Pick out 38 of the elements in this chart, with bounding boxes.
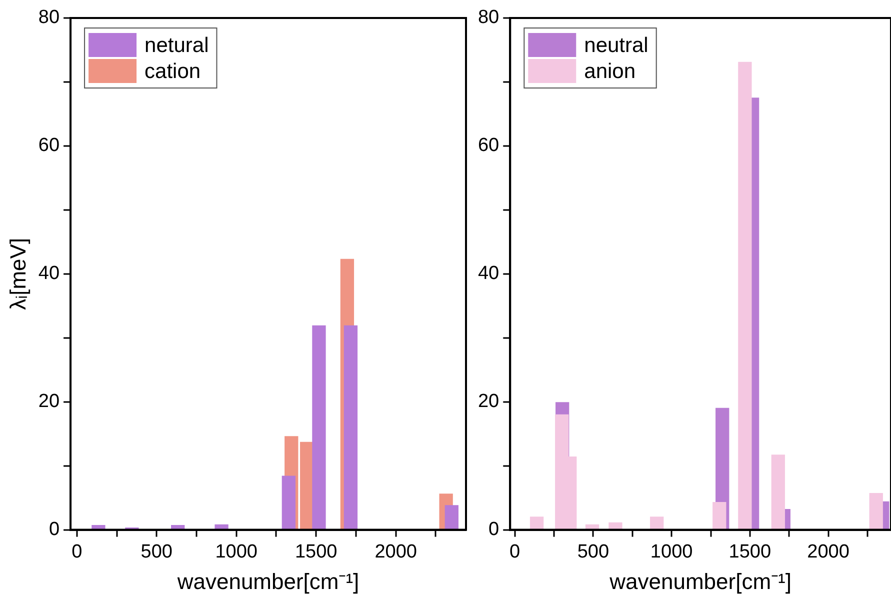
y-tick-label: 20 bbox=[478, 391, 500, 412]
x-tick-label: 1000 bbox=[215, 541, 258, 562]
y-tick-label: 40 bbox=[38, 263, 60, 284]
y-tick-label: 60 bbox=[478, 135, 500, 156]
y-axis-title: λᵢ[meV] bbox=[5, 238, 30, 310]
legend-label: anion bbox=[584, 60, 636, 83]
y-tick-label: 20 bbox=[38, 391, 60, 412]
x-tick-label: 1000 bbox=[650, 541, 693, 562]
x-tick-label: 500 bbox=[577, 541, 610, 562]
x-tick-label: 0 bbox=[510, 541, 520, 562]
bar bbox=[344, 325, 358, 530]
bar bbox=[312, 325, 326, 530]
legend-label: netural bbox=[144, 34, 209, 57]
x-tick-label: 0 bbox=[72, 541, 82, 562]
legend-label: cation bbox=[144, 60, 201, 83]
bar bbox=[771, 454, 785, 530]
y-tick-label: 80 bbox=[478, 7, 500, 28]
bar bbox=[530, 516, 544, 530]
legend-label: neutral bbox=[584, 34, 648, 57]
y-tick-label: 40 bbox=[478, 263, 500, 284]
x-axis-title: wavenumber[cm⁻¹] bbox=[608, 568, 792, 594]
x-tick-label: 2000 bbox=[374, 541, 417, 562]
y-tick-label: 80 bbox=[38, 7, 60, 28]
bar bbox=[608, 522, 622, 530]
bar bbox=[869, 493, 883, 530]
y-tick-label: 0 bbox=[488, 519, 500, 540]
bar bbox=[650, 516, 664, 530]
x-tick-label: 500 bbox=[140, 541, 172, 562]
x-tick-label: 1500 bbox=[294, 541, 338, 562]
x-tick-label: 1500 bbox=[728, 541, 772, 562]
bar bbox=[444, 505, 458, 530]
x-axis-title: wavenumber[cm⁻¹] bbox=[176, 568, 360, 594]
bar bbox=[738, 62, 752, 530]
bar bbox=[282, 476, 296, 530]
y-tick-label: 0 bbox=[48, 519, 60, 540]
x-tick-label: 2000 bbox=[807, 541, 850, 562]
y-tick-label: 60 bbox=[38, 135, 60, 156]
bar bbox=[712, 502, 726, 530]
